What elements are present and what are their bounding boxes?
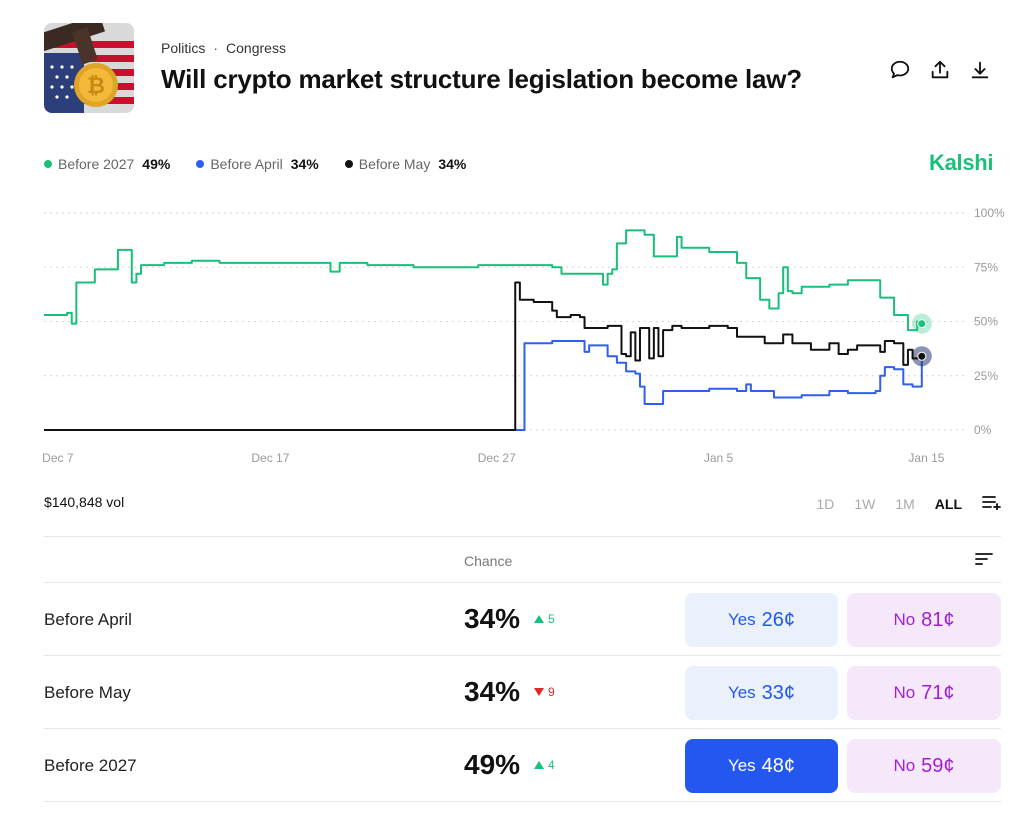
download-icon[interactable] [968, 58, 992, 82]
table-row[interactable]: Before April 34% 5 Yes 26¢ No 81¢ [44, 583, 1001, 656]
change-value: 5 [548, 612, 555, 626]
table-header: Chance [44, 536, 1001, 583]
arrow-down-icon [534, 688, 544, 696]
no-label: No [893, 756, 916, 775]
change-value: 4 [548, 758, 555, 772]
x-tick-label: Jan 5 [704, 451, 734, 465]
buy-no-button[interactable]: No 81¢ [847, 593, 1001, 647]
legend-value: 49% [142, 156, 171, 172]
add-to-list-icon[interactable] [982, 494, 1002, 513]
range-1w-button[interactable]: 1W [854, 495, 876, 512]
buy-yes-button[interactable]: Yes 26¢ [685, 593, 838, 647]
chance-change: 4 [534, 758, 555, 772]
legend-item-before-may[interactable]: Before May 34% [344, 156, 467, 172]
breadcrumb-subcategory[interactable]: Congress [226, 40, 286, 56]
no-price: 59¢ [921, 754, 955, 777]
table-row[interactable]: Before May 34% 9 Yes 33¢ No 71¢ [44, 656, 1001, 729]
series-line-before-april [44, 340, 923, 431]
legend-value: 34% [438, 156, 467, 172]
price-history-chart[interactable]: 100% 75% 50% 25% 0% Dec 7 Dec 17 Dec 27 Jan 5 Jan… [0, 195, 1024, 470]
range-all-button[interactable]: ALL [934, 495, 962, 512]
legend-item-before-2027[interactable]: Before 2027 49% [44, 156, 170, 172]
series-line-before-2027 [44, 229, 923, 332]
chance-change: 5 [534, 612, 555, 626]
legend-value: 34% [290, 156, 319, 172]
buy-no-button[interactable]: No 59¢ [847, 739, 1001, 793]
breadcrumb-category[interactable]: Politics [161, 40, 206, 56]
legend-dot [344, 160, 353, 168]
x-tick-label: Jan 15 [908, 451, 944, 465]
legend-dot [196, 160, 205, 168]
table-row[interactable]: Before 2027 49% 4 Yes 48¢ No 59¢ [44, 729, 1001, 802]
chart-legend: Before 2027 49% Before April 34% Before … [44, 156, 466, 172]
breadcrumb-separator: · [213, 40, 219, 56]
header-actions [888, 58, 992, 82]
chance-column-header: Chance [464, 553, 513, 569]
volume-label: $140,848 vol [44, 494, 125, 510]
legend-name: Before 2027 [58, 156, 135, 172]
y-tick-label: 0% [974, 423, 992, 437]
outcome-chance: 34% [464, 676, 521, 707]
no-price: 71¢ [921, 681, 955, 704]
legend-dot [44, 160, 52, 168]
crypto-flag-image: ₿ [44, 23, 134, 113]
legend-name: Before May [358, 156, 431, 172]
arrow-up-icon [534, 615, 544, 623]
no-label: No [893, 683, 916, 702]
outcome-name: Before April [44, 610, 132, 629]
share-icon[interactable] [928, 58, 952, 82]
change-value: 9 [548, 685, 555, 699]
page-title: Will crypto market structure legislation… [161, 64, 802, 94]
yes-label: Yes [727, 610, 756, 629]
yes-price: 48¢ [761, 754, 796, 777]
y-tick-label: 50% [974, 315, 998, 329]
yes-price: 26¢ [761, 608, 796, 631]
y-tick-label: 25% [974, 369, 998, 383]
comment-icon[interactable] [888, 58, 912, 82]
series-endpoint-dot [917, 319, 927, 329]
series-line-before-may [44, 281, 923, 431]
yes-label: Yes [727, 683, 756, 702]
yes-price: 33¢ [761, 681, 796, 704]
brand-logo: Kalshi [929, 150, 994, 175]
x-tick-label: Dec 7 [42, 451, 74, 465]
sort-icon[interactable] [975, 552, 993, 571]
outcome-chance: 34% [464, 603, 521, 634]
x-tick-label: Dec 17 [251, 451, 289, 465]
outcome-name: Before 2027 [44, 756, 137, 775]
time-range-selector: 1D 1W 1M ALL [816, 494, 1002, 513]
no-price: 81¢ [921, 608, 955, 631]
outcomes-table: Chance Before April 34% 5 Yes 26¢ No 81¢ B… [44, 536, 1001, 802]
y-tick-label: 75% [974, 260, 998, 274]
chance-change: 9 [534, 685, 555, 699]
market-thumbnail: ₿ [44, 23, 134, 113]
y-tick-label: 100% [974, 206, 1005, 220]
outcome-name: Before May [44, 683, 131, 702]
outcome-chance: 49% [464, 749, 521, 780]
range-1m-button[interactable]: 1M [895, 495, 915, 512]
buy-yes-button[interactable]: Yes 33¢ [685, 666, 838, 720]
range-1d-button[interactable]: 1D [816, 495, 835, 512]
legend-name: Before April [210, 156, 283, 172]
series-endpoint-dot [917, 351, 927, 361]
no-label: No [893, 610, 916, 629]
arrow-up-icon [534, 761, 544, 769]
breadcrumb: Politics · Congress [161, 40, 286, 56]
svg-text:₿: ₿ [87, 74, 105, 99]
yes-label: Yes [727, 756, 756, 775]
buy-no-button[interactable]: No 71¢ [847, 666, 1001, 720]
x-tick-label: Dec 27 [478, 451, 516, 465]
buy-yes-button[interactable]: Yes 48¢ [685, 739, 838, 793]
legend-item-before-april[interactable]: Before April 34% [196, 156, 319, 172]
